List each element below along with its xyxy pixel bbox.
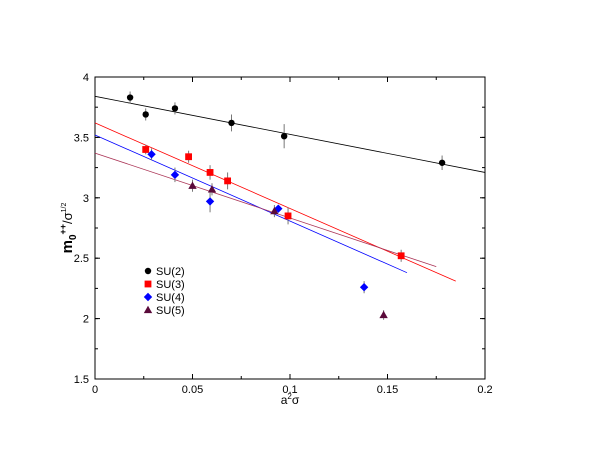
data-point [280,132,288,140]
fit-line [94,122,456,282]
fit-lines [94,95,486,282]
data-point [171,105,179,112]
x-tick-label: 0.05 [182,384,203,396]
data-point [270,206,279,215]
data-point [147,150,156,159]
fit-line [94,134,408,274]
legend-label: SU(2) [156,266,185,278]
y-tick-label: 2.5 [74,253,89,265]
y-tick-label: 3.5 [74,132,89,144]
y-tick-label: 2 [83,314,89,326]
data-point [170,170,180,180]
legend-marker [144,267,152,275]
legend-label: SU(3) [156,279,185,291]
legend-label: SU(5) [156,305,185,317]
y-tick-label: 1.5 [74,374,89,386]
data-point [438,159,446,166]
data-point [188,181,197,189]
data-point [379,310,388,319]
x-tick-label: 0.15 [377,384,398,396]
data-point [142,111,149,118]
fit-line [94,152,437,268]
data-point [142,146,150,153]
data-point [126,94,134,101]
legend-marker [143,305,153,314]
legend-marker [144,280,152,288]
data-point [397,252,405,260]
x-tick-label: 0.1 [282,384,297,396]
data-points [126,94,446,319]
data-point [205,197,215,206]
data-point [284,212,292,220]
axis-ticks: 0 0.05 0.1 0.15 0.2 1.5 2 2.5 3 3.5 4 [74,72,493,396]
legend-label: SU(4) [156,292,185,304]
y-axis-title-group: m0++/σ1/2 [58,202,79,253]
plot-frame [94,76,486,380]
data-point [185,153,192,161]
y-tick-label: 3 [83,193,89,205]
axis-titles: a2σ m0++/σ1/2 [58,202,300,407]
data-point [207,185,217,193]
legend-marker [143,292,153,302]
fit-line [94,95,486,173]
data-point [206,169,214,176]
legend: SU(2)SU(3)SU(4)SU(5) [143,266,185,317]
x-tick-label: 0.2 [477,384,492,396]
data-point [224,177,231,185]
x-tick-label: 0 [92,384,98,396]
y-axis-title: m0++/σ1/2 [58,202,79,253]
x-axis-title: a2σ [281,392,300,407]
data-point [228,119,235,127]
data-point [359,282,369,292]
y-tick-label: 4 [83,72,89,84]
